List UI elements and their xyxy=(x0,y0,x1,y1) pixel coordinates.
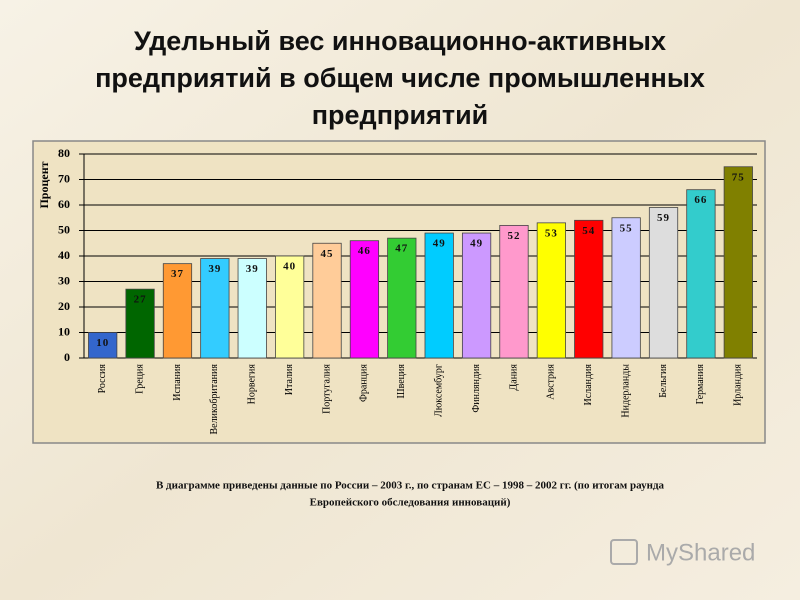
x-tick-label: Россия xyxy=(97,364,108,394)
y-tick-label: 70 xyxy=(58,171,70,185)
value-label: 53 xyxy=(545,227,558,239)
watermark: MyShared xyxy=(646,539,755,566)
x-tick-label: Дания xyxy=(508,364,519,391)
x-tick-label: Испания xyxy=(172,364,183,401)
x-tick-label: Люксембург xyxy=(433,364,444,417)
bar xyxy=(200,258,230,359)
value-label: 27 xyxy=(134,294,147,306)
value-label: 66 xyxy=(694,194,707,206)
x-tick-label: Норвегия xyxy=(247,364,258,405)
bar xyxy=(686,189,716,359)
x-tick-label: Нидерланды xyxy=(620,364,631,418)
x-tick-label: Греция xyxy=(134,364,145,394)
x-tick-label: Австрия xyxy=(546,364,557,400)
value-label: 55 xyxy=(620,222,633,234)
value-label: 39 xyxy=(208,263,221,275)
y-tick-label: 40 xyxy=(58,248,70,262)
bar xyxy=(611,217,641,359)
x-tick-label: Португалия xyxy=(321,364,332,414)
value-label: 49 xyxy=(470,238,483,250)
plot: 0 10 20 30 40 50 60 70 80 Россия 10 Греция 27 Испания… xyxy=(58,146,757,435)
bar xyxy=(275,255,305,359)
bar xyxy=(312,242,342,359)
value-label: 40 xyxy=(283,261,296,273)
x-tick-label: Великобритания xyxy=(209,364,220,435)
y-tick-label: 0 xyxy=(64,350,70,364)
bar xyxy=(125,288,155,359)
x-tick-label: Германия xyxy=(695,364,706,405)
value-label: 59 xyxy=(657,212,670,224)
value-label: 10 xyxy=(96,337,109,349)
bar xyxy=(424,232,454,359)
x-tick-label: Финляндия xyxy=(471,364,482,413)
y-tick-label: 30 xyxy=(58,273,70,287)
y-tick-label: 80 xyxy=(58,146,70,160)
x-tick-label: Ирландия xyxy=(733,364,744,406)
bar xyxy=(648,207,679,359)
bar xyxy=(88,332,118,359)
y-axis-label: Процент xyxy=(37,161,51,208)
bar xyxy=(237,258,267,359)
value-label: 52 xyxy=(507,230,520,242)
bar xyxy=(499,224,529,359)
value-label: 46 xyxy=(358,245,371,257)
bar xyxy=(461,232,492,359)
title-line: предприятий xyxy=(312,100,489,130)
bar xyxy=(387,237,417,359)
x-tick-label: Италия xyxy=(284,364,295,396)
y-tick-label: 60 xyxy=(58,197,70,211)
title-line: предприятий в общем числе промышленных xyxy=(95,63,705,93)
value-label: 37 xyxy=(171,268,184,280)
y-tick-label: 50 xyxy=(58,222,70,236)
bar xyxy=(723,166,753,359)
x-tick-label: Франция xyxy=(359,364,370,402)
value-label: 75 xyxy=(732,171,745,183)
bar xyxy=(574,219,604,359)
value-label: 39 xyxy=(246,263,259,275)
x-tick-label: Бельгия xyxy=(658,364,669,398)
y-tick-label: 20 xyxy=(58,299,70,313)
bar xyxy=(536,222,566,359)
value-label: 54 xyxy=(582,225,595,237)
x-tick-label: Исландия xyxy=(583,364,594,406)
bar xyxy=(162,263,193,359)
value-label: 45 xyxy=(321,248,334,260)
note-line: В диаграмме приведены данные по России –… xyxy=(156,480,665,492)
title-line: Удельный вес инновационно-активных xyxy=(134,26,666,56)
value-label: 47 xyxy=(395,243,408,255)
y-tick-label: 10 xyxy=(58,324,70,338)
logo-icon xyxy=(610,539,638,565)
bar xyxy=(349,240,380,359)
value-label: 49 xyxy=(433,238,446,250)
x-tick-label: Швеция xyxy=(396,364,407,399)
note-line: Европейского обследования инноваций) xyxy=(310,497,511,509)
